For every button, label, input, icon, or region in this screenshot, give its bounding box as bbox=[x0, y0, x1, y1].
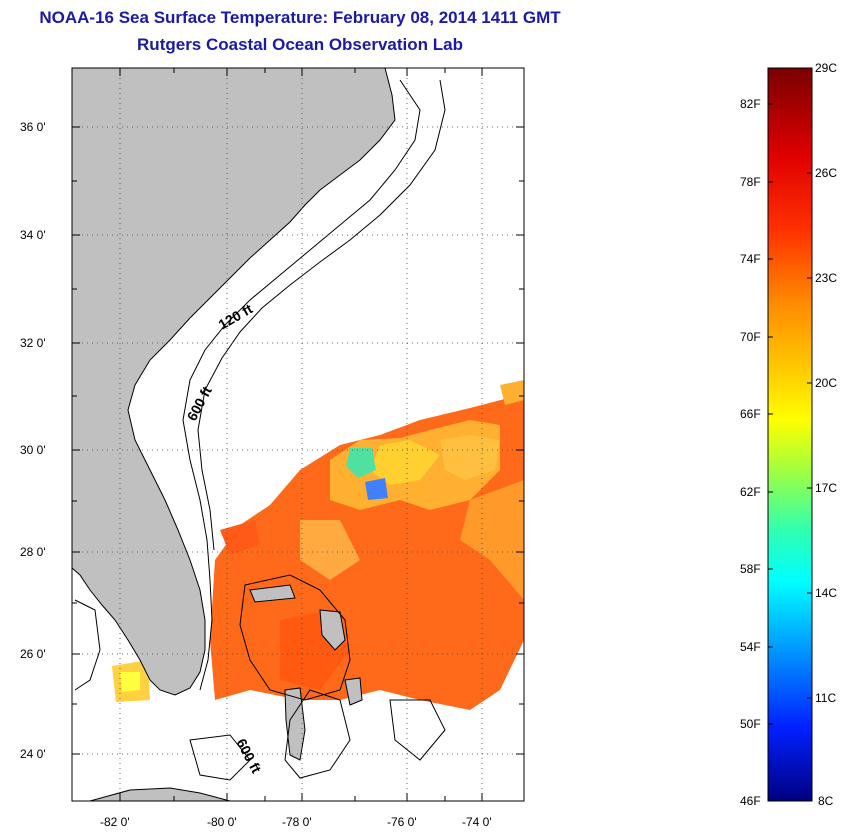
cuba-land bbox=[89, 787, 231, 801]
axis-ticks bbox=[72, 68, 524, 801]
cb-label-62F: 62F bbox=[740, 485, 761, 499]
lat-label-32: 32 0' bbox=[20, 336, 46, 350]
depth-contours bbox=[74, 79, 446, 781]
cb-label-20C: 20C bbox=[815, 376, 837, 390]
cb-label-26C: 26C bbox=[815, 166, 837, 180]
bahamas-islands bbox=[249, 584, 363, 761]
sst-data bbox=[112, 380, 524, 710]
lon-label-78: -78 0' bbox=[282, 815, 312, 829]
lat-label-28: 28 0' bbox=[20, 545, 46, 559]
lon-label-80: -80 0' bbox=[207, 815, 237, 829]
lon-label-74: -74 0' bbox=[462, 815, 492, 829]
cb-label-74F: 74F bbox=[740, 252, 761, 266]
cb-label-46F: 46F bbox=[740, 794, 761, 808]
lat-label-24: 24 0' bbox=[20, 747, 46, 761]
cb-label-23C: 23C bbox=[815, 271, 837, 285]
map-title: NOAA-16 Sea Surface Temperature: Februar… bbox=[39, 8, 561, 27]
land-mass bbox=[72, 68, 396, 696]
lat-label-26: 26 0' bbox=[20, 647, 46, 661]
map-subtitle: Rutgers Coastal Ocean Observation Lab bbox=[137, 35, 463, 54]
graticule bbox=[72, 68, 524, 801]
lon-label-76: -76 0' bbox=[387, 815, 417, 829]
lat-label-30: 30 0' bbox=[20, 443, 46, 457]
cb-label-50F: 50F bbox=[740, 717, 761, 731]
cb-label-17C: 17C bbox=[815, 481, 837, 495]
lon-label-82: -82 0' bbox=[100, 815, 130, 829]
cb-label-58F: 58F bbox=[740, 562, 761, 576]
cb-label-8C: 8C bbox=[818, 794, 834, 808]
lat-label-36: 36 0' bbox=[20, 120, 46, 134]
cb-label-11C: 11C bbox=[815, 691, 836, 705]
cb-label-29C: 29C bbox=[815, 61, 837, 75]
cb-label-66F: 66F bbox=[740, 407, 761, 421]
cb-label-70F: 70F bbox=[740, 330, 761, 344]
cb-label-82F: 82F bbox=[740, 97, 761, 111]
lat-label-34: 34 0' bbox=[20, 228, 46, 242]
colorbar-ticks bbox=[768, 103, 812, 725]
cb-label-14C: 14C bbox=[815, 586, 837, 600]
map-frame bbox=[71, 67, 525, 802]
cb-label-78F: 78F bbox=[740, 175, 761, 189]
cb-label-54F: 54F bbox=[740, 640, 761, 654]
colorbar bbox=[767, 67, 813, 802]
